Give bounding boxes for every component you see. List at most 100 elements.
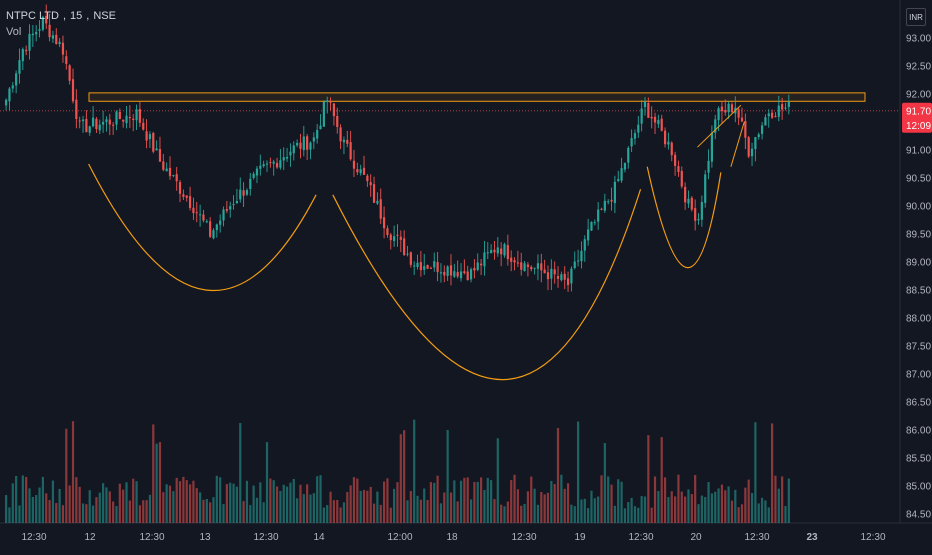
candle-body: [510, 257, 513, 262]
volume-bar: [536, 504, 540, 523]
candle-body: [747, 137, 750, 157]
candle-body: [282, 157, 285, 161]
volume-bar: [587, 508, 590, 523]
candle-body: [178, 182, 182, 194]
volume-bar: [643, 496, 647, 523]
volume-bar: [349, 485, 352, 523]
volume-bar: [771, 423, 774, 523]
volume-bar: [443, 492, 446, 523]
volume-bar: [704, 497, 707, 523]
candle-body: [403, 238, 406, 255]
candle-body: [108, 119, 111, 125]
candle-body: [393, 236, 396, 241]
candle-body: [296, 143, 299, 146]
volume-bar: [406, 500, 409, 523]
candle-body: [41, 16, 44, 30]
volume-bar: [319, 475, 322, 523]
symbol-name[interactable]: NTPC LTD: [6, 10, 59, 22]
volume-legend[interactable]: Vol: [6, 26, 22, 38]
time-tick-label: 12: [84, 532, 96, 543]
volume-bar: [453, 480, 456, 523]
volume-bar: [399, 434, 402, 523]
volume-bar: [627, 501, 630, 523]
volume-bar: [162, 492, 165, 523]
volume-bar: [205, 498, 208, 523]
volume-bar: [506, 501, 509, 523]
volume-bar: [168, 485, 172, 523]
currency-badge[interactable]: INR: [906, 8, 926, 26]
candle-body: [182, 194, 185, 197]
candle-body: [389, 234, 392, 241]
volume-bar: [667, 497, 670, 523]
candle-body: [85, 118, 88, 133]
bar-countdown: 12:09: [906, 121, 931, 132]
price-tick-label: 85.50: [906, 454, 931, 465]
volume-bar: [285, 486, 289, 523]
symbol-row[interactable]: NTPC LTD, 15, NSE: [6, 10, 116, 22]
time-tick-label: 12:30: [860, 532, 885, 543]
candle-body: [379, 199, 382, 219]
volume-bar: [784, 505, 787, 523]
candle-body: [516, 262, 519, 264]
time-tick-label: 20: [690, 532, 702, 543]
volume-bar: [352, 477, 356, 523]
candle-body: [382, 217, 386, 229]
volume-bar: [71, 421, 75, 523]
interval-label[interactable]: 15: [70, 10, 83, 22]
price-tick-label: 93.00: [906, 34, 931, 45]
volume-bar: [647, 435, 650, 523]
volume-bar: [393, 488, 396, 523]
volume-bar: [185, 480, 188, 523]
volume-bar: [781, 476, 784, 523]
volume-bar: [409, 490, 412, 523]
volume-bar: [255, 497, 259, 523]
volume-bar: [436, 475, 439, 523]
time-tick-label: 12:30: [511, 532, 536, 543]
volume-bar: [456, 501, 459, 523]
candle-body: [322, 101, 325, 127]
candle-body: [142, 122, 145, 130]
volume-bar: [580, 499, 583, 523]
candle-body: [630, 138, 633, 147]
time-tick-label: 13: [199, 532, 211, 543]
volume-bar: [289, 482, 292, 523]
chart-legend: NTPC LTD, 15, NSE Vol: [6, 8, 116, 40]
candle-body: [285, 156, 289, 159]
volume-bar: [88, 490, 91, 523]
candle-body: [583, 239, 586, 251]
volume-bar: [523, 503, 526, 523]
volume-bar: [674, 496, 677, 523]
volume-bar: [91, 505, 95, 523]
volume-bar: [607, 476, 610, 523]
candle-body: [242, 190, 245, 196]
volume-bar: [336, 499, 339, 523]
volume-bar: [249, 505, 252, 523]
volume-bar: [533, 488, 536, 523]
volume-bar: [396, 482, 399, 523]
volume-bar: [617, 479, 620, 523]
candle-body: [215, 224, 218, 231]
volume-bar: [389, 507, 392, 523]
volume-bar: [252, 485, 255, 523]
candle-body: [299, 142, 302, 149]
volume-bar: [714, 491, 717, 523]
cup-curve-2: [332, 189, 642, 381]
volume-bar: [232, 483, 235, 523]
candle-body: [670, 142, 673, 156]
candle-body: [416, 262, 419, 267]
candle-body: [112, 124, 115, 126]
volume-bar: [155, 443, 158, 523]
volume-bar: [710, 493, 713, 523]
candle-body: [627, 147, 630, 163]
price-tick-label: 88.00: [906, 314, 931, 325]
volume-bar: [734, 489, 737, 523]
candle-body: [78, 120, 81, 122]
price-tick-label: 89.00: [906, 258, 931, 269]
candle-body: [459, 271, 463, 279]
volume-bar: [359, 490, 362, 523]
volume-bar: [556, 428, 560, 523]
candle-body: [573, 261, 576, 269]
volume-bar: [670, 491, 673, 523]
